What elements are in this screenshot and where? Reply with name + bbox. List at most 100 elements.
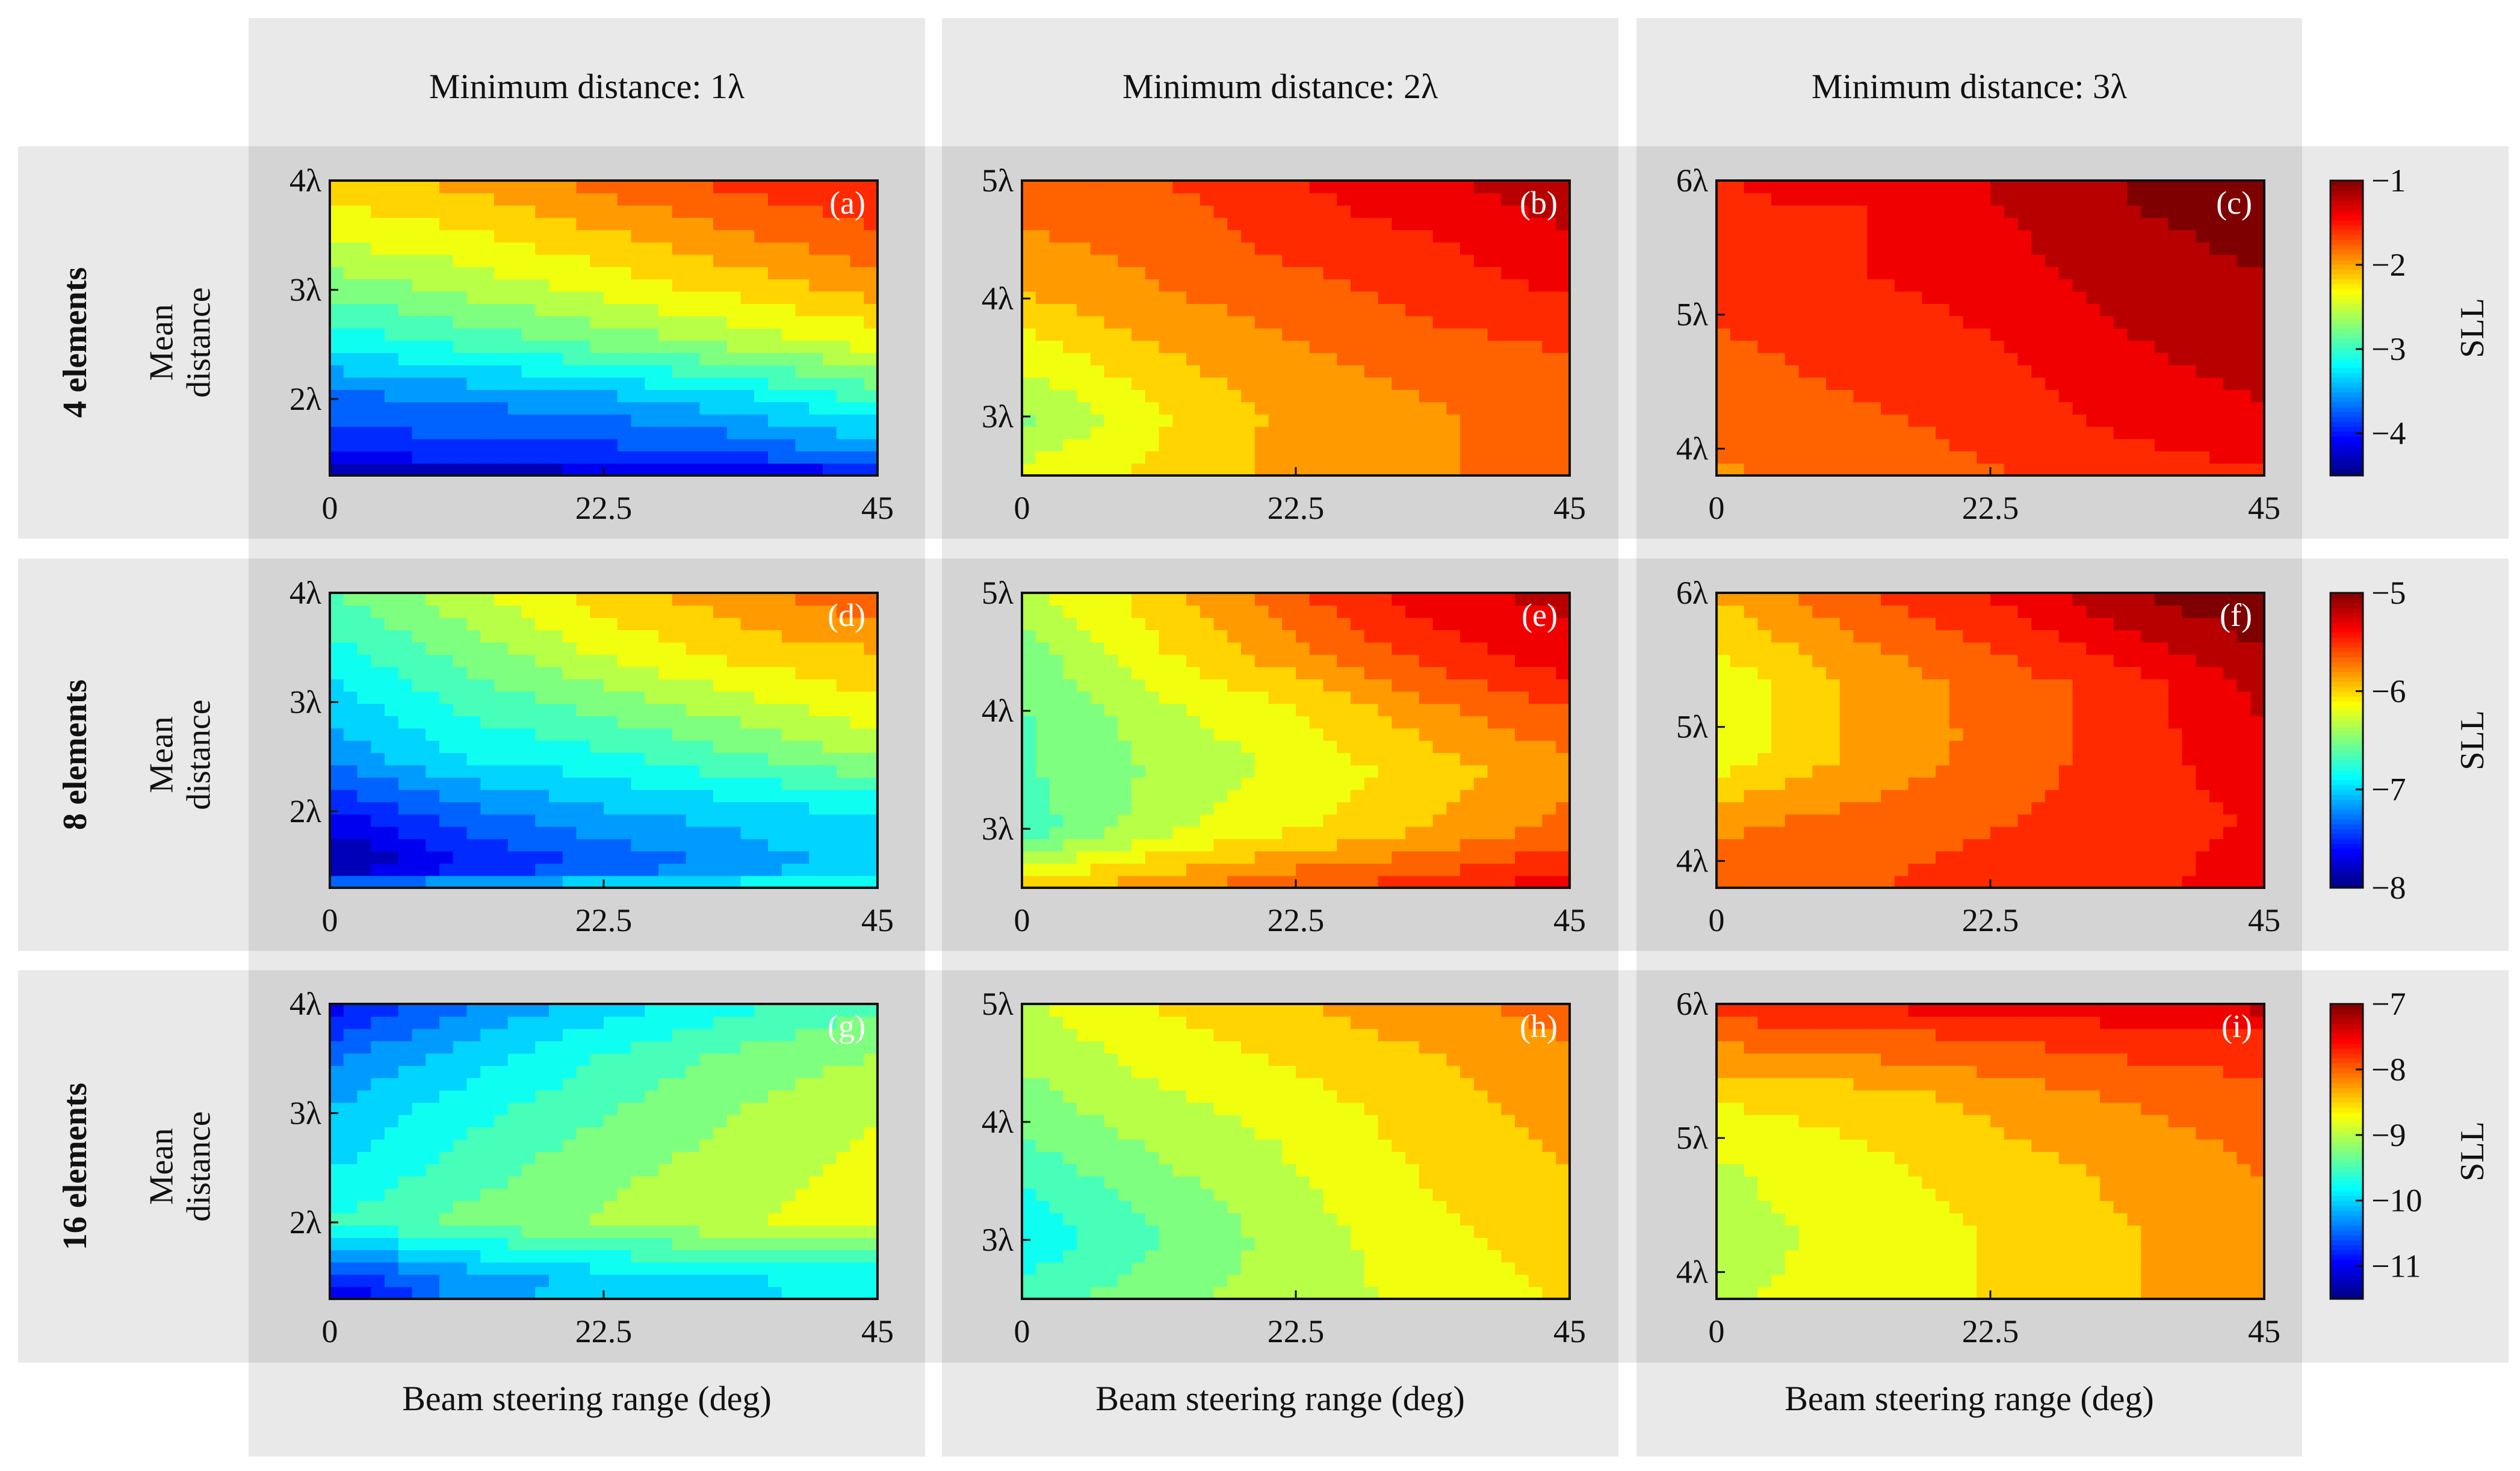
heatmap-cell [1419,279,1434,292]
heatmap-cell [521,875,536,888]
heatmap-cell [1035,401,1050,415]
heatmap-cell [2086,193,2101,206]
heatmap-cell [398,740,413,754]
heatmap-cell [330,401,344,415]
heatmap-cell [385,605,399,618]
heatmap-cell [604,850,618,864]
heatmap-cell [371,666,385,680]
heatmap-cell [768,630,782,643]
heatmap-cell [2045,389,2060,403]
heatmap-cell [1268,802,1283,815]
heatmap-cell [645,377,659,390]
heatmap-cell [2182,315,2197,329]
heatmap-cell [1487,315,1502,329]
heatmap-cell [1473,438,1488,451]
heatmap-cell [1364,389,1379,403]
heatmap-cell [1337,242,1351,255]
heatmap-cell [699,340,714,353]
heatmap-cell [1186,605,1201,618]
heatmap-cell [1378,814,1393,827]
heatmap-cell [604,279,618,292]
heatmap-cell [1460,279,1475,292]
heatmap-cell [836,352,851,366]
heatmap-cell [2113,863,2128,876]
heatmap-cell [426,291,440,304]
heatmap-cell [2058,451,2073,464]
heatmap-cell [2086,340,2101,353]
heatmap-cell [330,691,344,704]
heatmap-cell [1364,205,1379,218]
heatmap-cell [576,303,591,317]
heatmap-cell [1035,838,1050,852]
heatmap-cell [439,438,454,451]
heatmap-cell [385,217,399,231]
heatmap-cell [2223,328,2238,341]
heatmap-cell [507,875,522,888]
heatmap-cell [494,802,509,815]
heatmap-cell [1104,181,1119,194]
heatmap-cell [1556,703,1570,716]
heatmap-cell [1213,678,1228,692]
heatmap-cell [1282,838,1296,852]
heatmap-cell [617,764,632,778]
heatmap-cell [1730,413,1745,427]
heatmap-cell [1090,315,1105,329]
y-tick-label: 5λ [982,575,1014,611]
heatmap-cell [549,605,563,618]
heatmap-cell [1528,291,1543,304]
heatmap-cell [1213,850,1228,864]
heatmap-cell [398,291,413,304]
heatmap-cell [1405,279,1420,292]
heatmap-cell [1296,463,1310,476]
heatmap-cell [2100,426,2114,439]
heatmap-cell [1309,630,1324,643]
heatmap-cell [466,728,481,741]
heatmap-cell [1323,352,1338,366]
heatmap-cell [1268,617,1283,631]
heatmap-cell [2072,217,2087,231]
heatmap-cell [590,605,604,618]
heatmap-cell [645,217,659,231]
heatmap-cell [426,181,440,194]
heatmap-cell [1908,463,1923,476]
heatmap-cell [1186,789,1201,802]
heatmap-cell [2223,352,2238,366]
heatmap-cell [2250,875,2265,888]
heatmap-cell [1867,254,1881,267]
heatmap-cell [1337,266,1351,280]
heatmap-cell [1104,740,1119,754]
heatmap-cell [1213,229,1228,243]
heatmap-cell [398,703,413,716]
heatmap-cell [480,451,495,464]
heatmap-cell [726,703,741,716]
heatmap-cell [371,426,385,439]
heatmap-cell [1419,802,1434,815]
heatmap-cell [1213,630,1228,643]
heatmap-cell [2031,303,2046,317]
heatmap-cell [1405,401,1420,415]
x-tick-label: 22.5 [1268,902,1325,938]
heatmap-cell [2182,389,2197,403]
heatmap-cell [2045,377,2060,390]
heatmap-cell [398,463,413,476]
heatmap-cell [617,752,632,766]
heatmap-cell [590,728,604,741]
heatmap-cell [1419,303,1434,317]
heatmap-cell [1812,242,1827,255]
heatmap-cell [1487,850,1502,864]
heatmap-cell [754,630,769,643]
heatmap-cell [809,315,823,329]
heatmap-cell [453,850,468,864]
heatmap-cell [1894,193,1909,206]
heatmap-cell [1186,752,1201,766]
heatmap-cell [1556,777,1570,790]
heatmap-cell [1022,229,1036,243]
heatmap-cell [1432,716,1447,729]
heatmap-cell [1392,875,1406,888]
heatmap-cell [1063,242,1077,255]
heatmap-cell [1487,365,1502,378]
heatmap-cell [2113,328,2128,341]
heatmap-cell [617,328,632,341]
heatmap-cell [809,463,823,476]
heatmap-cell [549,703,563,716]
